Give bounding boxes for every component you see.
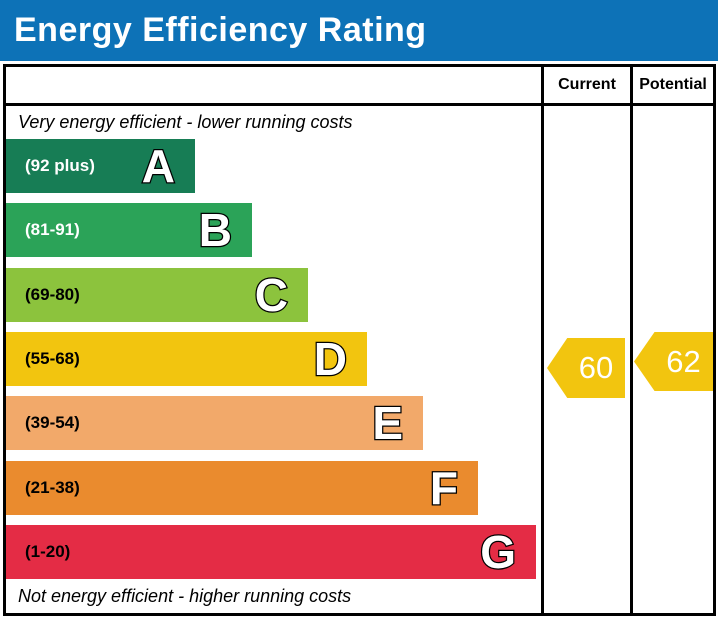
band-range-label: (1-20) [25,542,71,561]
band-range-label: (39-54) [25,413,80,432]
band-range-label: (21-38) [25,478,80,497]
title-bar: Energy Efficiency Rating [0,0,718,61]
band-row-a: (92 plus) A [6,139,195,193]
potential-rating-value: 62 [666,343,701,379]
column-divider-current [541,67,544,613]
note-not-efficient: Not energy efficient - higher running co… [18,586,352,606]
band-range-label: (92 plus) [25,156,95,175]
band-letter: G [479,526,517,578]
band-row-b: (81-91) B [6,203,252,257]
band-letter: D [313,333,349,385]
band-letter: F [429,462,460,514]
band-letter: A [141,140,177,192]
potential-rating-arrow: 62 [634,332,713,391]
header-divider [6,103,713,106]
band-range-label: (55-68) [25,349,80,368]
current-rating-value: 60 [578,350,614,385]
band-letter: B [198,204,234,256]
band-row-g: (1-20) G [6,525,536,579]
band-row-d: (55-68) D [6,332,367,386]
band-letter: C [254,269,290,321]
band-range-label: (69-80) [25,285,80,304]
page-title: Energy Efficiency Rating [14,11,427,49]
rating-table: Current Potential Very energy efficient … [3,64,716,616]
column-header-current: Current [558,76,616,93]
column-header-potential: Potential [639,76,707,93]
column-divider-potential [630,67,633,613]
band-range-label: (81-91) [25,220,80,239]
band-row-e: (39-54) E [6,396,423,450]
band-row-c: (69-80) C [6,268,308,322]
band-row-f: (21-38) F [6,461,478,515]
note-very-efficient: Very energy efficient - lower running co… [18,112,353,132]
current-rating-arrow: 60 [547,338,625,398]
band-letter: E [371,397,404,449]
